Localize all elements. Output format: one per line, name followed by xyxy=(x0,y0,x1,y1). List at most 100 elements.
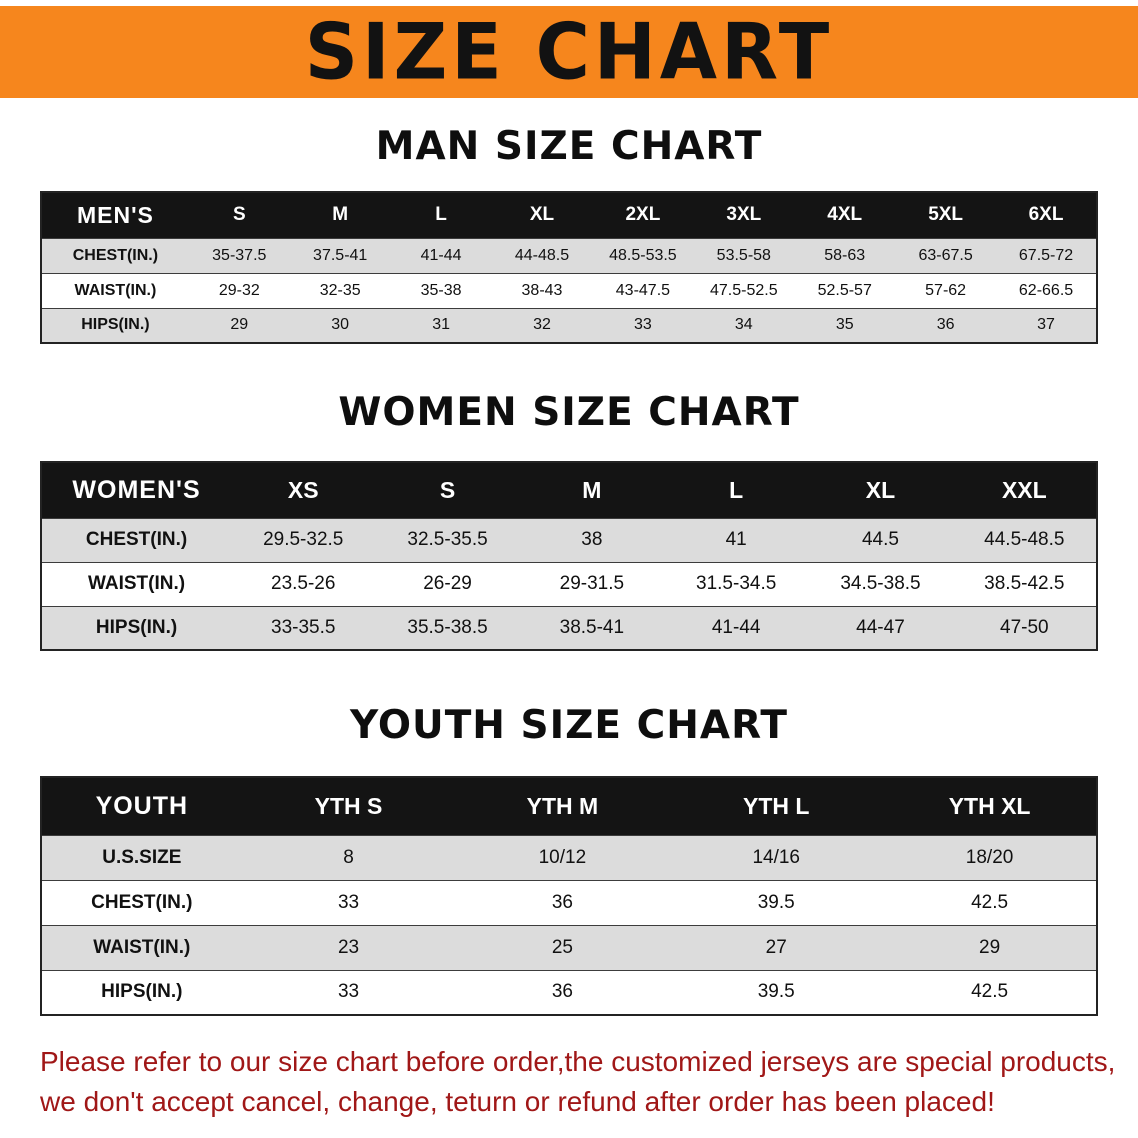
size-value-cell: 39.5 xyxy=(669,879,884,925)
size-column-header: 4XL xyxy=(794,192,896,238)
size-value-cell: 42.5 xyxy=(883,879,1097,925)
size-value-cell: 37 xyxy=(996,307,1097,343)
size-value-cell: 29-32 xyxy=(188,272,290,308)
size-value-cell: 58-63 xyxy=(794,237,896,273)
size-value-cell: 8 xyxy=(241,834,456,880)
size-value-cell: 38.5-41 xyxy=(519,605,665,650)
row-label-cell: CHEST(IN.) xyxy=(41,237,189,273)
size-value-cell: 38.5-42.5 xyxy=(952,561,1097,606)
size-value-cell: 32-35 xyxy=(289,272,391,308)
size-value-cell: 33-35.5 xyxy=(231,605,376,650)
size-value-cell: 44-47 xyxy=(808,605,953,650)
row-label-cell: WAIST(IN.) xyxy=(41,924,242,970)
row-label-cell: HIPS(IN.) xyxy=(41,307,189,343)
youth-size-table: YOUTH YTH S YTH M YTH L YTH XL U.S.SIZE 8 10/12… xyxy=(40,776,1098,1016)
size-value-cell: 31.5-34.5 xyxy=(664,561,809,606)
table-row: CHEST(IN.) 33 36 39.5 42.5 xyxy=(41,879,1097,925)
row-label-cell: WAIST(IN.) xyxy=(41,561,232,606)
size-value-cell: 48.5-53.5 xyxy=(592,237,694,273)
size-value-cell: 41-44 xyxy=(664,605,809,650)
size-value-cell: 35 xyxy=(794,307,896,343)
size-value-cell: 47.5-52.5 xyxy=(693,272,795,308)
size-value-cell: 32.5-35.5 xyxy=(375,517,520,562)
size-column-header: YTH L xyxy=(669,777,884,835)
table-corner-label: MEN'S xyxy=(41,192,189,238)
size-value-cell: 38-43 xyxy=(491,272,593,308)
table-row: WAIST(IN.) 23.5-26 26-29 29-31.5 31.5-34.5 34… xyxy=(41,561,1097,606)
size-value-cell: 47-50 xyxy=(952,605,1097,650)
size-value-cell: 25 xyxy=(455,924,670,970)
women-size-chart-heading: WOMEN SIZE CHART xyxy=(338,390,800,435)
row-label-cell: U.S.SIZE xyxy=(41,834,242,880)
size-value-cell: 29-31.5 xyxy=(519,561,665,606)
disclaimer-line-1: Please refer to our size chart before or… xyxy=(40,1046,1116,1077)
size-column-header: L xyxy=(664,462,809,518)
size-chart-title: SIZE CHART xyxy=(304,6,834,98)
size-value-cell: 29 xyxy=(883,924,1097,970)
size-value-cell: 33 xyxy=(241,879,456,925)
size-column-header: YTH S xyxy=(241,777,456,835)
size-column-header: 5XL xyxy=(895,192,997,238)
size-value-cell: 44.5-48.5 xyxy=(952,517,1097,562)
size-value-cell: 42.5 xyxy=(883,969,1097,1015)
size-column-header: M xyxy=(289,192,391,238)
size-value-cell: 43-47.5 xyxy=(592,272,694,308)
table-header-row: MEN'S S M L XL 2XL 3XL 4XL 5XL 6XL xyxy=(41,192,1097,238)
table-row: CHEST(IN.) 29.5-32.5 32.5-35.5 38 41 44.5 44.5… xyxy=(41,517,1097,562)
table-corner-label: WOMEN'S xyxy=(41,462,232,518)
womens-size-table: WOMEN'S XS S M L XL XXL CHEST(IN.) 29.5-32.5 32.5… xyxy=(40,461,1098,651)
size-value-cell: 29 xyxy=(188,307,290,343)
table-row: HIPS(IN.) 29 30 31 32 33 34 35 36 37 xyxy=(41,307,1097,343)
size-value-cell: 33 xyxy=(592,307,694,343)
table-row: WAIST(IN.) 29-32 32-35 35-38 38-43 43-47.5 47.… xyxy=(41,272,1097,308)
size-value-cell: 39.5 xyxy=(669,969,884,1015)
mens-size-table: MEN'S S M L XL 2XL 3XL 4XL 5XL 6XL CHEST(IN.) 35-37… xyxy=(40,191,1098,344)
size-column-header: YTH M xyxy=(455,777,670,835)
size-value-cell: 53.5-58 xyxy=(693,237,795,273)
size-value-cell: 10/12 xyxy=(455,834,670,880)
size-value-cell: 37.5-41 xyxy=(289,237,391,273)
youth-size-chart-heading: YOUTH SIZE CHART xyxy=(350,703,788,748)
table-corner-label: YOUTH xyxy=(41,777,242,835)
size-value-cell: 62-66.5 xyxy=(996,272,1097,308)
size-value-cell: 18/20 xyxy=(883,834,1097,880)
size-value-cell: 57-62 xyxy=(895,272,997,308)
row-label-cell: HIPS(IN.) xyxy=(41,605,232,650)
size-value-cell: 63-67.5 xyxy=(895,237,997,273)
man-size-chart-heading: MAN SIZE CHART xyxy=(375,124,763,169)
size-column-header: S xyxy=(375,462,520,518)
table-header-row: WOMEN'S XS S M L XL XXL xyxy=(41,462,1097,518)
table-row: CHEST(IN.) 35-37.5 37.5-41 41-44 44-48.5 48.5… xyxy=(41,237,1097,273)
size-column-header: 2XL xyxy=(592,192,694,238)
size-column-header: XL xyxy=(491,192,593,238)
size-value-cell: 36 xyxy=(455,969,670,1015)
size-value-cell: 38 xyxy=(519,517,665,562)
table-row: HIPS(IN.) 33 36 39.5 42.5 xyxy=(41,969,1097,1015)
row-label-cell: WAIST(IN.) xyxy=(41,272,189,308)
size-value-cell: 34.5-38.5 xyxy=(808,561,953,606)
size-value-cell: 35-37.5 xyxy=(188,237,290,273)
size-value-cell: 29.5-32.5 xyxy=(231,517,376,562)
size-value-cell: 67.5-72 xyxy=(996,237,1097,273)
size-value-cell: 27 xyxy=(669,924,884,970)
size-value-cell: 44-48.5 xyxy=(491,237,593,273)
size-column-header: L xyxy=(390,192,492,238)
size-column-header: XXL xyxy=(952,462,1097,518)
size-value-cell: 30 xyxy=(289,307,391,343)
size-value-cell: 14/16 xyxy=(669,834,884,880)
size-chart-banner: SIZE CHART xyxy=(0,6,1138,98)
size-value-cell: 35-38 xyxy=(390,272,492,308)
row-label-cell: CHEST(IN.) xyxy=(41,517,232,562)
size-value-cell: 32 xyxy=(491,307,593,343)
women-size-chart-section: WOMEN SIZE CHART WOMEN'S XS S M L XL XXL CHEST(… xyxy=(0,390,1138,651)
row-label-cell: CHEST(IN.) xyxy=(41,879,242,925)
size-value-cell: 35.5-38.5 xyxy=(375,605,520,650)
size-value-cell: 33 xyxy=(241,969,456,1015)
size-value-cell: 36 xyxy=(895,307,997,343)
youth-size-chart-section: YOUTH SIZE CHART YOUTH YTH S YTH M YTH L YTH… xyxy=(0,703,1138,1016)
size-value-cell: 52.5-57 xyxy=(794,272,896,308)
size-value-cell: 26-29 xyxy=(375,561,520,606)
disclaimer-line-2: we don't accept cancel, change, teturn o… xyxy=(40,1086,995,1117)
size-column-header: 3XL xyxy=(693,192,795,238)
size-column-header: 6XL xyxy=(996,192,1097,238)
